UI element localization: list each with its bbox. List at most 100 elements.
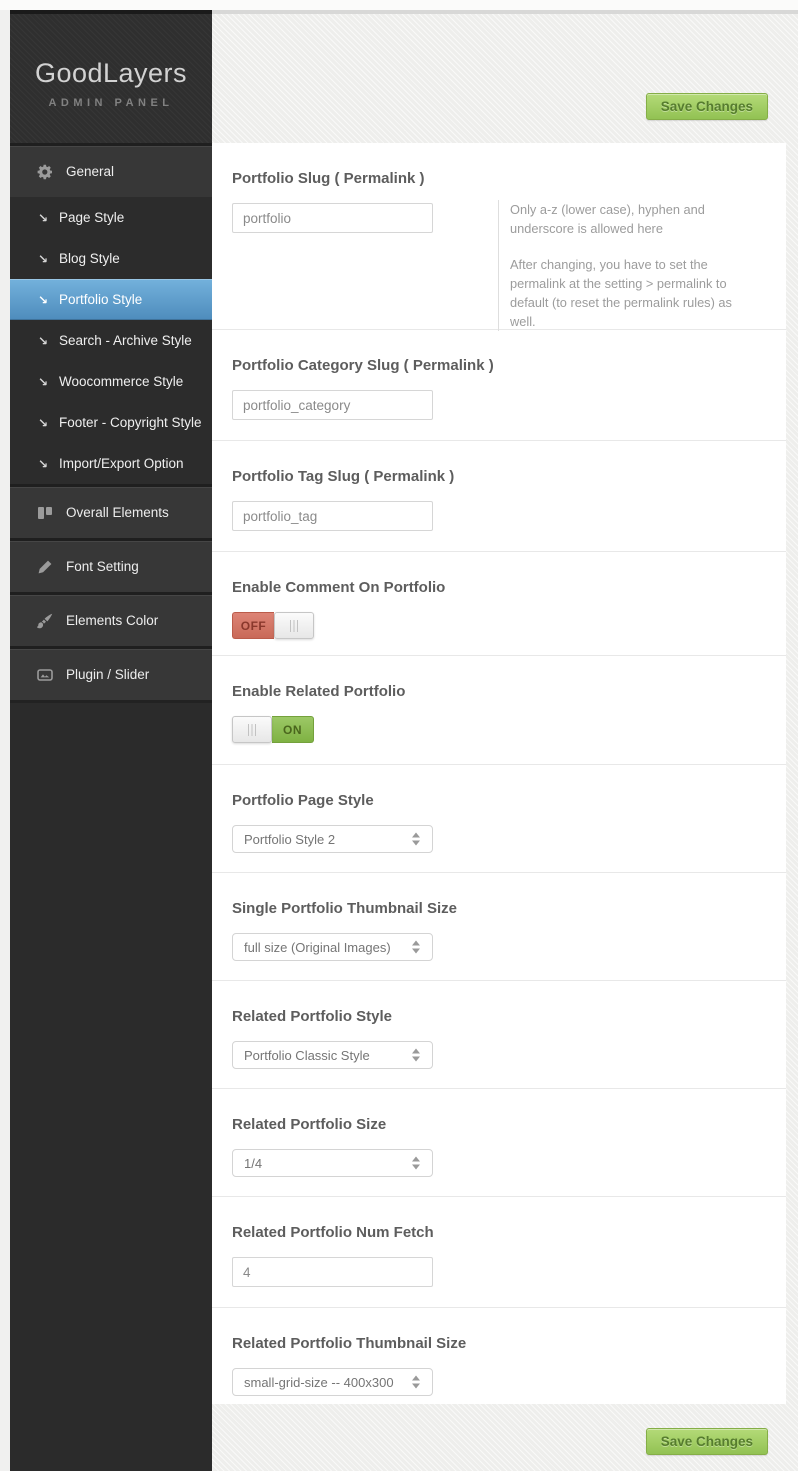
sidebar-item-woocommerce-style[interactable]: ↘ Woocommerce Style (10, 361, 212, 402)
section-label: Related Portfolio Style (232, 1008, 393, 1025)
section-label: Enable Related Portfolio (232, 683, 406, 700)
input-portfolio-slug[interactable] (232, 203, 433, 233)
section-related-portfolio-style: Related Portfolio Style Portfolio Classi… (212, 981, 786, 1089)
control-row: Portfolio Style 2 (232, 825, 766, 853)
brush-icon (36, 613, 53, 629)
sidebar-item-label: Elements Color (66, 613, 159, 628)
sidebar-item-label: Overall Elements (66, 505, 169, 520)
save-button[interactable]: Save Changes (645, 1428, 768, 1455)
toggle-handle[interactable] (274, 612, 314, 639)
sidebar-nav: General ↘ Page Style ↘ Blog Style ↘ Port… (10, 143, 212, 700)
arrow-se-icon: ↘ (38, 210, 49, 225)
gear-icon (36, 164, 53, 180)
layout-icon (36, 505, 53, 521)
sidebar-item-portfolio-style[interactable]: ↘ Portfolio Style (10, 279, 212, 320)
sidebar-item-label: Page Style (59, 210, 125, 225)
sidebar: GoodLayers ADMIN PANEL General ↘ Page St… (10, 10, 212, 1471)
section-enable-related-portfolio: Enable Related Portfolio ON (212, 656, 786, 765)
section-label: Single Portfolio Thumbnail Size (232, 900, 458, 917)
top-margin (0, 0, 798, 10)
content-accent-bar (212, 10, 798, 14)
input-portfolio-category-slug[interactable] (232, 390, 433, 420)
toggle-enable-related-portfolio[interactable]: ON (232, 716, 314, 743)
save-button[interactable]: Save Changes (645, 93, 768, 120)
control-row (232, 1257, 766, 1287)
control-row: Portfolio Classic Style (232, 1041, 766, 1069)
sidebar-item-search-archive-style[interactable]: ↘ Search - Archive Style (10, 320, 212, 361)
sidebar-item-import-export-option[interactable]: ↘ Import/Export Option (10, 443, 212, 484)
control-row: small-grid-size -- 400x300 (232, 1368, 766, 1396)
section-label: Enable Comment On Portfolio (232, 579, 446, 596)
control-row: 1/4 (232, 1149, 766, 1177)
sidebar-item-label: Blog Style (59, 251, 120, 266)
sidebar-item-page-style[interactable]: ↘ Page Style (10, 197, 212, 238)
section-related-portfolio-thumbnail-size: Related Portfolio Thumbnail Size small-g… (212, 1308, 786, 1396)
section-label: Related Portfolio Size (232, 1116, 387, 1133)
select-single-portfolio-thumbnail-size[interactable]: full size (Original Images) (232, 933, 433, 961)
sidebar-item-general[interactable]: General (10, 143, 212, 197)
sidebar-item-footer-copyright-style[interactable]: ↘ Footer - Copyright Style (10, 402, 212, 443)
save-row-bottom: Save Changes (212, 1404, 798, 1471)
select-value: Portfolio Classic Style (244, 1047, 370, 1063)
save-row-top: Save Changes (212, 14, 798, 120)
sidebar-item-label: Woocommerce Style (59, 374, 184, 389)
select-value: Portfolio Style 2 (244, 831, 336, 847)
control-row (232, 203, 766, 233)
section-label: Related Portfolio Num Fetch (232, 1224, 434, 1241)
section-related-portfolio-size: Related Portfolio Size 1/4 (212, 1089, 786, 1197)
sidebar-item-label: Font Setting (66, 559, 139, 574)
control-row: OFF (232, 612, 766, 639)
section-label: Portfolio Page Style (232, 792, 374, 809)
select-value: small-grid-size -- 400x300 (244, 1374, 394, 1390)
slider-icon (36, 667, 53, 683)
logo-block: GoodLayers ADMIN PANEL (10, 14, 212, 143)
settings-panel: Portfolio Slug ( Permalink ) Only a-z (l… (212, 143, 786, 1404)
arrow-se-icon: ↘ (38, 374, 49, 389)
content-column: Save Changes Portfolio Slug ( Permalink … (212, 10, 798, 1471)
sidebar-footer-space (10, 700, 212, 740)
arrow-se-icon: ↘ (38, 333, 49, 348)
select-arrows-icon (412, 832, 421, 846)
arrow-se-icon: ↘ (38, 456, 49, 471)
sidebar-item-blog-style[interactable]: ↘ Blog Style (10, 238, 212, 279)
section-single-portfolio-thumbnail-size: Single Portfolio Thumbnail Size full siz… (212, 873, 786, 981)
sidebar-item-plugin-slider[interactable]: Plugin / Slider (10, 646, 212, 700)
select-value: full size (Original Images) (244, 939, 391, 955)
section-related-portfolio-num-fetch: Related Portfolio Num Fetch (212, 1197, 786, 1308)
section-portfolio-page-style: Portfolio Page Style Portfolio Style 2 (212, 765, 786, 873)
toggle-handle[interactable] (232, 716, 272, 743)
select-arrows-icon (412, 1048, 421, 1062)
sidebar-item-elements-color[interactable]: Elements Color (10, 592, 212, 646)
sidebar-item-label: Import/Export Option (59, 456, 184, 471)
arrow-se-icon: ↘ (38, 251, 49, 266)
sidebar-item-label: Plugin / Slider (66, 667, 150, 682)
toggle-enable-comment-on-portfolio[interactable]: OFF (232, 612, 314, 639)
sidebar-item-label: Search - Archive Style (59, 333, 192, 348)
section-portfolio-category-slug: Portfolio Category Slug ( Permalink ) (212, 330, 786, 441)
input-portfolio-tag-slug[interactable] (232, 501, 433, 531)
arrow-se-icon: ↘ (38, 292, 49, 307)
sidebar-item-label: General (66, 164, 115, 179)
section-enable-comment-on-portfolio: Enable Comment On Portfolio OFF (212, 552, 786, 656)
sidebar-item-overall-elements[interactable]: Overall Elements (10, 484, 212, 538)
pencil-icon (36, 559, 53, 575)
select-portfolio-page-style[interactable]: Portfolio Style 2 (232, 825, 433, 853)
section-label: Portfolio Slug ( Permalink ) (232, 170, 425, 187)
sidebar-item-label: Portfolio Style (59, 292, 143, 307)
section-portfolio-tag-slug: Portfolio Tag Slug ( Permalink ) (212, 441, 786, 552)
toggle-state-label: OFF (232, 612, 274, 639)
section-portfolio-slug: Portfolio Slug ( Permalink ) Only a-z (l… (212, 143, 786, 331)
input-related-portfolio-num-fetch[interactable] (232, 1257, 433, 1287)
select-value: 1/4 (244, 1155, 263, 1171)
logo-subtitle: ADMIN PANEL (48, 97, 174, 109)
select-related-portfolio-size[interactable]: 1/4 (232, 1149, 433, 1177)
select-related-portfolio-thumbnail-size[interactable]: small-grid-size -- 400x300 (232, 1368, 433, 1396)
section-label: Related Portfolio Thumbnail Size (232, 1335, 467, 1352)
arrow-se-icon: ↘ (38, 415, 49, 430)
select-related-portfolio-style[interactable]: Portfolio Classic Style (232, 1041, 433, 1069)
sidebar-item-font-setting[interactable]: Font Setting (10, 538, 212, 592)
select-arrows-icon (412, 940, 421, 954)
sidebar-item-label: Footer - Copyright Style (59, 415, 202, 430)
control-row: full size (Original Images) (232, 933, 766, 961)
